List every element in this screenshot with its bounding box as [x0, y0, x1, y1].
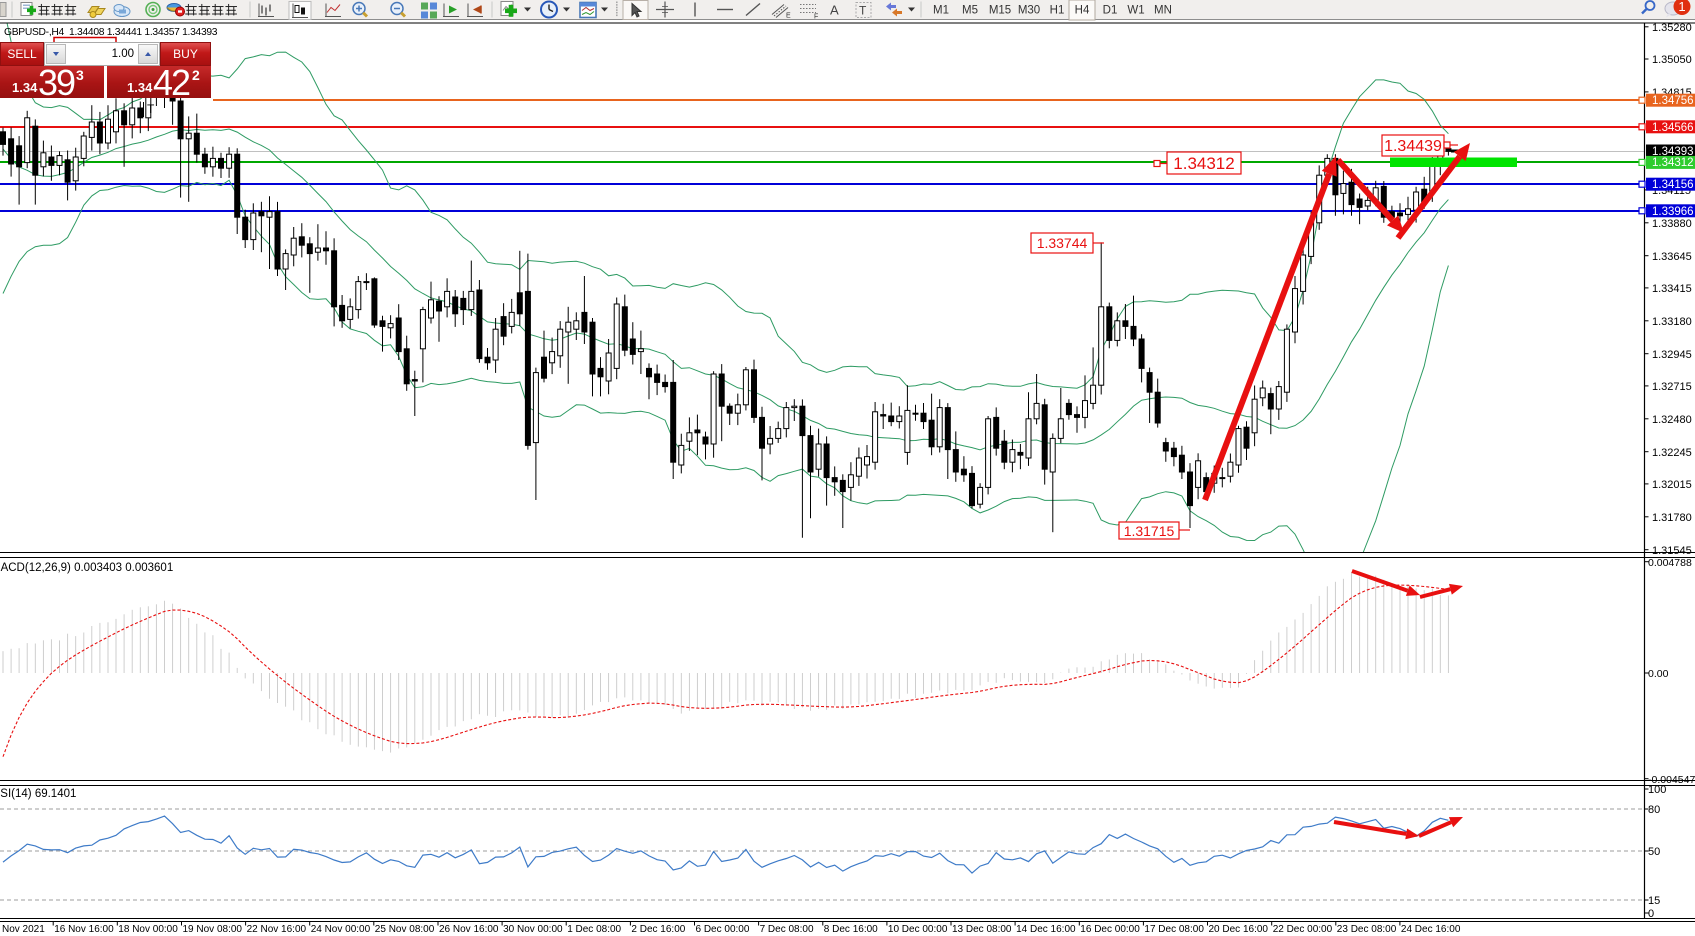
- svg-text:1.33645: 1.33645: [1652, 251, 1692, 263]
- svg-text:1: 1: [1678, 0, 1685, 14]
- svg-text:1.34393: 1.34393: [1652, 146, 1694, 158]
- svg-text:1.35050: 1.35050: [1652, 54, 1692, 66]
- svg-text:1.32945: 1.32945: [1652, 349, 1692, 361]
- svg-text:1.33180: 1.33180: [1652, 316, 1692, 328]
- svg-text:24 Dec 16:00: 24 Dec 16:00: [1401, 924, 1461, 935]
- svg-text:0: 0: [1648, 908, 1654, 920]
- svg-text:1.31715: 1.31715: [1124, 523, 1175, 539]
- svg-text:1.33966: 1.33966: [1652, 206, 1694, 218]
- svg-text:1.34156: 1.34156: [1652, 179, 1694, 191]
- svg-text:M5: M5: [962, 5, 978, 17]
- svg-text:50: 50: [1648, 846, 1660, 858]
- svg-text:MACD(12,26,9) 0.003403 0.00360: MACD(12,26,9) 0.003403 0.003601: [0, 562, 173, 574]
- svg-text:-0.004547: -0.004547: [1648, 774, 1695, 786]
- svg-text:1.34756: 1.34756: [1652, 95, 1694, 107]
- svg-text:13 Dec 08:00: 13 Dec 08:00: [952, 924, 1012, 935]
- svg-text:GBPUSD-,H4 1.34408 1.34441 1.: GBPUSD-,H4 1.34408 1.34441 1.34357 1.343…: [4, 27, 218, 38]
- svg-text:1.33415: 1.33415: [1652, 283, 1692, 295]
- svg-text:16 Nov 16:00: 16 Nov 16:00: [54, 924, 114, 935]
- svg-text:23 Dec 08:00: 23 Dec 08:00: [1337, 924, 1397, 935]
- svg-text:H4: H4: [1075, 5, 1090, 17]
- svg-text:18 Nov 00:00: 18 Nov 00:00: [118, 924, 178, 935]
- svg-text:M30: M30: [1018, 5, 1040, 17]
- svg-text:1.35280: 1.35280: [1652, 22, 1692, 34]
- svg-text:1 Dec 08:00: 1 Dec 08:00: [567, 924, 621, 935]
- svg-text:Nov 2021: Nov 2021: [2, 924, 45, 935]
- svg-text:0.004788: 0.004788: [1648, 557, 1692, 569]
- svg-text:1.31780: 1.31780: [1652, 512, 1692, 524]
- svg-text:17 Dec 08:00: 17 Dec 08:00: [1144, 924, 1204, 935]
- svg-text:1.34312: 1.34312: [1173, 154, 1234, 173]
- svg-text:A: A: [830, 3, 839, 18]
- svg-text:D1: D1: [1103, 5, 1118, 17]
- svg-text:1.32715: 1.32715: [1652, 381, 1692, 393]
- svg-text:1.34439: 1.34439: [1384, 138, 1442, 155]
- svg-text:80: 80: [1648, 804, 1660, 816]
- svg-text:1.34566: 1.34566: [1652, 122, 1694, 134]
- svg-text:T: T: [859, 4, 867, 18]
- svg-text:7 Dec 08:00: 7 Dec 08:00: [760, 924, 814, 935]
- svg-text:22 Dec 00:00: 22 Dec 00:00: [1273, 924, 1333, 935]
- svg-text:1.31545: 1.31545: [1652, 545, 1692, 557]
- svg-text:1.34312: 1.34312: [1652, 157, 1694, 169]
- svg-text:14 Dec 16:00: 14 Dec 16:00: [1016, 924, 1076, 935]
- svg-text:1.32480: 1.32480: [1652, 414, 1692, 426]
- svg-text:22 Nov 16:00: 22 Nov 16:00: [247, 924, 307, 935]
- svg-text:1.33744: 1.33744: [1037, 235, 1088, 251]
- svg-text:2 Dec 16:00: 2 Dec 16:00: [631, 924, 685, 935]
- svg-text:M15: M15: [989, 5, 1011, 17]
- svg-text:16 Dec 00:00: 16 Dec 00:00: [1080, 924, 1140, 935]
- svg-text:M1: M1: [933, 5, 949, 17]
- svg-text:1.33880: 1.33880: [1652, 218, 1692, 230]
- svg-text:25 Nov 08:00: 25 Nov 08:00: [375, 924, 435, 935]
- svg-text:E: E: [786, 13, 791, 20]
- svg-text:RSI(14) 69.1401: RSI(14) 69.1401: [0, 788, 76, 800]
- svg-text:F: F: [814, 14, 818, 21]
- svg-text:T: T: [147, 102, 155, 116]
- svg-text:W1: W1: [1127, 5, 1144, 17]
- svg-text:20 Dec 16:00: 20 Dec 16:00: [1209, 924, 1269, 935]
- svg-text:15: 15: [1648, 895, 1660, 907]
- svg-text:1.32245: 1.32245: [1652, 447, 1692, 459]
- svg-text:26 Nov 16:00: 26 Nov 16:00: [439, 924, 499, 935]
- svg-text:8 Dec 16:00: 8 Dec 16:00: [824, 924, 878, 935]
- svg-text:19 Nov 08:00: 19 Nov 08:00: [183, 924, 243, 935]
- svg-text:1.32015: 1.32015: [1652, 479, 1692, 491]
- svg-text:10 Dec 00:00: 10 Dec 00:00: [888, 924, 948, 935]
- svg-text:100: 100: [1648, 784, 1666, 796]
- svg-text:24 Nov 00:00: 24 Nov 00:00: [311, 924, 371, 935]
- svg-text:6 Dec 00:00: 6 Dec 00:00: [696, 924, 750, 935]
- svg-text:MN: MN: [1154, 5, 1172, 17]
- svg-text:H1: H1: [1050, 5, 1065, 17]
- svg-text:30 Nov 00:00: 30 Nov 00:00: [503, 924, 563, 935]
- svg-text:0.00: 0.00: [1648, 668, 1669, 680]
